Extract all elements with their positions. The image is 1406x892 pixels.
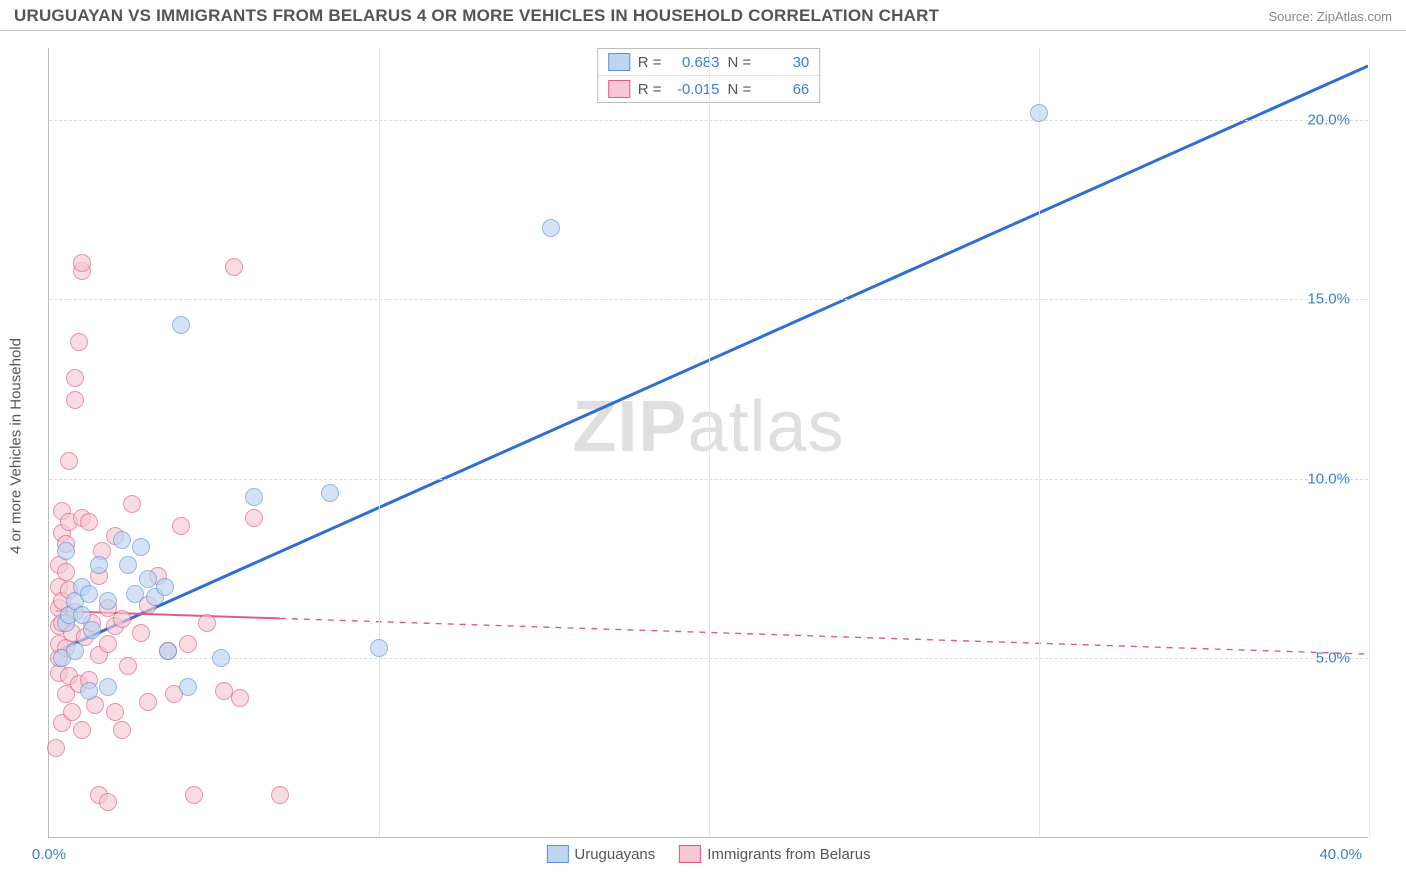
scatter-point: [215, 682, 233, 700]
scatter-point: [126, 585, 144, 603]
scatter-point: [231, 689, 249, 707]
legend-swatch-belarus: [679, 845, 701, 863]
scatter-point: [113, 721, 131, 739]
series-label: Uruguayans: [574, 846, 655, 863]
scatter-point: [172, 316, 190, 334]
chart-source: Source: ZipAtlas.com: [1268, 9, 1392, 24]
scatter-point: [83, 621, 101, 639]
scatter-point: [139, 570, 157, 588]
scatter-point: [156, 578, 174, 596]
n-value: 66: [759, 81, 809, 98]
y-tick-label: 20.0%: [1307, 111, 1350, 128]
gridline-v: [709, 48, 710, 837]
scatter-point: [179, 635, 197, 653]
scatter-point: [271, 786, 289, 804]
scatter-point: [47, 739, 65, 757]
scatter-point: [245, 509, 263, 527]
scatter-point: [66, 642, 84, 660]
y-axis-title: 4 or more Vehicles in Household: [8, 338, 25, 554]
r-label: R =: [638, 81, 662, 98]
scatter-point: [1030, 104, 1048, 122]
scatter-point: [132, 538, 150, 556]
scatter-point: [123, 495, 141, 513]
gridline-v: [1369, 48, 1370, 837]
x-tick-label: 40.0%: [1319, 846, 1362, 863]
scatter-point: [113, 610, 131, 628]
x-tick-label: 0.0%: [32, 846, 66, 863]
scatter-point: [57, 542, 75, 560]
series-label: Immigrants from Belarus: [707, 846, 870, 863]
series-legend-item: Immigrants from Belarus: [679, 845, 870, 863]
scatter-point: [73, 721, 91, 739]
scatter-point: [132, 624, 150, 642]
scatter-point: [80, 682, 98, 700]
scatter-point: [80, 585, 98, 603]
chart-header: URUGUAYAN VS IMMIGRANTS FROM BELARUS 4 O…: [0, 0, 1406, 31]
scatter-point: [225, 258, 243, 276]
scatter-point: [99, 793, 117, 811]
y-tick-label: 5.0%: [1316, 650, 1350, 667]
scatter-point: [185, 786, 203, 804]
scatter-point: [198, 614, 216, 632]
scatter-point: [66, 369, 84, 387]
scatter-point: [106, 703, 124, 721]
series-legend: Uruguayans Immigrants from Belarus: [546, 845, 870, 863]
chart-title: URUGUAYAN VS IMMIGRANTS FROM BELARUS 4 O…: [14, 6, 939, 26]
plot-area: ZIPatlas R = 0.683 N = 30 R = -0.015 N =…: [48, 48, 1368, 838]
watermark-right: atlas: [687, 387, 844, 467]
scatter-point: [70, 333, 88, 351]
scatter-point: [80, 513, 98, 531]
gridline-v: [379, 48, 380, 837]
scatter-point: [119, 657, 137, 675]
r-value: -0.015: [670, 81, 720, 98]
scatter-point: [113, 531, 131, 549]
scatter-point: [66, 391, 84, 409]
scatter-point: [172, 517, 190, 535]
scatter-point: [63, 703, 81, 721]
scatter-point: [60, 452, 78, 470]
scatter-point: [159, 642, 177, 660]
n-value: 30: [759, 54, 809, 71]
r-label: R =: [638, 54, 662, 71]
legend-swatch-belarus: [608, 80, 630, 98]
gridline-v: [1039, 48, 1040, 837]
y-tick-label: 15.0%: [1307, 291, 1350, 308]
scatter-point: [119, 556, 137, 574]
scatter-point: [370, 639, 388, 657]
legend-swatch-uruguayans: [546, 845, 568, 863]
scatter-point: [73, 254, 91, 272]
watermark-left: ZIP: [572, 387, 687, 467]
y-tick-label: 10.0%: [1307, 470, 1350, 487]
n-label: N =: [728, 81, 752, 98]
scatter-point: [99, 592, 117, 610]
scatter-point: [321, 484, 339, 502]
scatter-point: [90, 556, 108, 574]
n-label: N =: [728, 54, 752, 71]
scatter-point: [57, 563, 75, 581]
series-legend-item: Uruguayans: [546, 845, 655, 863]
r-value: 0.683: [670, 54, 720, 71]
scatter-point: [99, 635, 117, 653]
scatter-point: [139, 693, 157, 711]
scatter-point: [542, 219, 560, 237]
scatter-point: [179, 678, 197, 696]
legend-swatch-uruguayans: [608, 53, 630, 71]
scatter-point: [245, 488, 263, 506]
scatter-point: [212, 649, 230, 667]
scatter-point: [99, 678, 117, 696]
